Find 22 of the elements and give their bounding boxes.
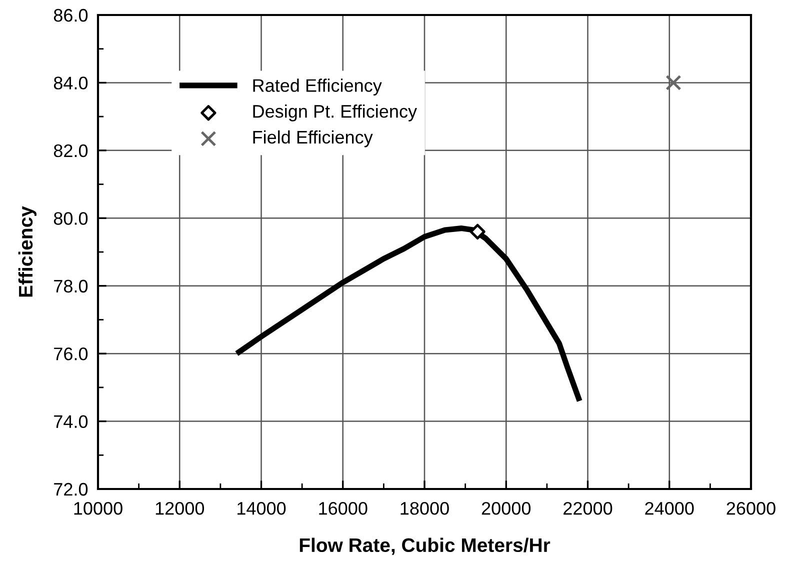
x-tick-label: 18000 [400,502,449,515]
y-tick-label: 72.0 [54,482,88,496]
x-axis-title: Flow Rate, Cubic Meters/Hr [300,538,550,555]
x-tick-label: 24000 [645,502,694,515]
x-tick-label: 10000 [74,502,122,515]
x-tick-label: 16000 [319,502,368,515]
x-tick-label: 12000 [156,502,204,515]
y-tick-label: 74.0 [54,415,88,428]
y-tick-label: 80.0 [54,212,88,225]
y-tick-label: 78.0 [54,280,88,293]
y-tick-label: 86.0 [54,8,88,22]
y-tick-label: 76.0 [54,348,88,360]
x-tick-label: 20000 [482,502,531,515]
y-axis-title: Efficiency [18,206,36,297]
x-tick-label: 14000 [238,502,286,515]
legend-label: Rated Efficiency [253,78,382,96]
x-tick-label: 22000 [564,502,612,515]
y-tick-label: 84.0 [54,76,88,90]
legend-label: Design Pt. Efficiency [253,104,417,122]
y-tick-label: 82.0 [54,144,88,158]
legend-label: Field Efficiency [253,130,373,148]
x-tick-label: 26000 [726,502,776,515]
